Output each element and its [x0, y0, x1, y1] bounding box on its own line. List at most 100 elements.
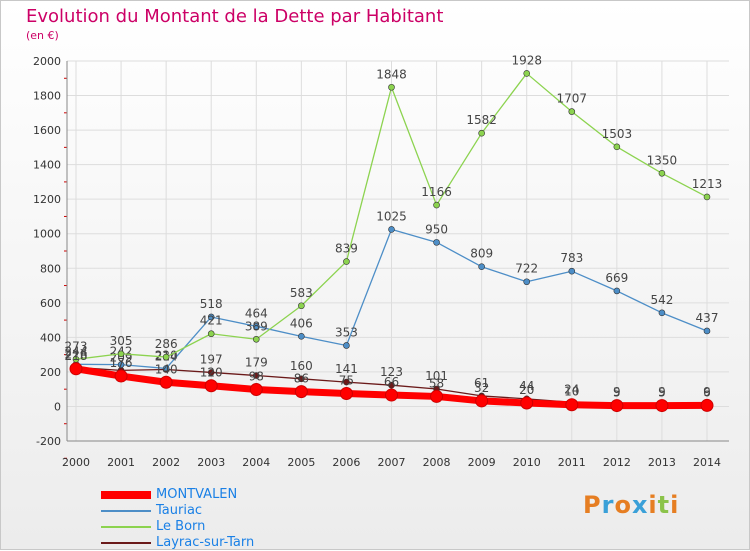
logo-letter: r — [601, 491, 615, 519]
data-point — [613, 287, 621, 295]
data-point — [252, 335, 260, 343]
data-label: 518 — [200, 297, 223, 311]
data-label: 9 — [658, 385, 666, 399]
data-point — [298, 333, 305, 340]
y-tick-label: 2000 — [33, 55, 61, 68]
data-label: 32 — [474, 381, 489, 395]
data-point — [475, 394, 489, 408]
data-point — [523, 70, 531, 77]
data-label: 809 — [470, 247, 493, 261]
data-point — [613, 143, 621, 151]
data-label: 1582 — [466, 113, 497, 127]
data-point — [568, 108, 576, 115]
data-label: 61 — [474, 376, 489, 390]
data-label: 86 — [294, 372, 309, 386]
data-label: 101 — [425, 369, 448, 383]
data-point — [700, 398, 714, 412]
unit-label: (en €) — [26, 29, 59, 42]
data-point — [433, 201, 440, 209]
data-label: 98 — [249, 370, 264, 384]
x-tick-label: 2000 — [62, 456, 90, 469]
data-point — [658, 309, 666, 317]
data-label: 75 — [339, 374, 354, 388]
data-label: 1025 — [376, 209, 407, 223]
x-tick-label: 2012 — [603, 456, 631, 469]
data-point — [388, 381, 395, 389]
data-label: 353 — [335, 325, 358, 339]
data-point — [117, 361, 125, 368]
data-label: 669 — [605, 271, 628, 285]
data-point — [565, 398, 579, 412]
data-label: 176 — [110, 356, 133, 370]
data-label: 305 — [110, 334, 133, 348]
data-label: 839 — [335, 242, 358, 256]
data-point — [655, 399, 669, 413]
data-point — [159, 375, 173, 389]
logo-letter: P — [583, 491, 602, 519]
logo-letter: i — [648, 491, 658, 519]
data-point — [433, 239, 440, 246]
x-tick-label: 2013 — [648, 456, 676, 469]
data-point — [204, 379, 218, 393]
data-label: 5 — [658, 386, 666, 400]
data-point — [114, 369, 128, 383]
logo-letter: i — [670, 491, 680, 519]
chart-title: Evolution du Montant de la Dette par Hab… — [26, 6, 444, 27]
data-point — [162, 365, 170, 372]
y-tick-label: 1000 — [33, 228, 61, 241]
data-label: 141 — [335, 362, 358, 376]
data-label: 24 — [564, 382, 579, 396]
x-tick-label: 2001 — [107, 456, 135, 469]
data-label: 5 — [613, 386, 621, 400]
data-label: 286 — [155, 337, 178, 351]
logo-letter: x — [631, 491, 649, 519]
x-tick-label: 2014 — [693, 456, 721, 469]
data-point — [207, 313, 215, 321]
x-tick-label: 2002 — [152, 456, 180, 469]
data-label: 783 — [560, 251, 583, 265]
data-label: 244 — [65, 344, 88, 358]
data-label: 542 — [650, 293, 673, 307]
legend-label: MONTVALEN — [156, 487, 238, 502]
legend-swatch — [101, 542, 151, 544]
data-point — [478, 129, 485, 137]
data-point — [430, 389, 444, 403]
data-label: 179 — [245, 356, 268, 370]
data-point — [207, 330, 215, 338]
data-label: 123 — [380, 365, 403, 379]
data-label: 120 — [200, 366, 223, 380]
data-point — [703, 327, 711, 335]
data-point — [523, 278, 531, 286]
data-point — [294, 385, 308, 399]
y-tick-label: -200 — [36, 435, 61, 448]
data-label: 950 — [425, 222, 448, 236]
logo-letter: o — [614, 491, 632, 519]
y-tick-label: 0 — [54, 400, 61, 413]
data-label: 226 — [65, 347, 88, 361]
legend-swatch — [101, 510, 151, 512]
data-point — [343, 342, 350, 349]
data-point — [249, 383, 263, 397]
y-tick-label: 400 — [40, 331, 61, 344]
data-point — [658, 169, 666, 177]
data-point — [207, 369, 215, 376]
legend-label: Layrac-sur-Tarn — [156, 535, 255, 550]
x-tick-label: 2006 — [332, 456, 360, 469]
data-point — [568, 267, 576, 275]
data-label: 464 — [245, 306, 268, 320]
data-point — [298, 375, 305, 383]
data-label: 389 — [245, 319, 268, 333]
data-point — [252, 323, 260, 330]
data-label: 20 — [519, 383, 534, 397]
data-point — [343, 258, 350, 265]
data-label: 140 — [155, 362, 178, 376]
y-tick-label: 200 — [40, 366, 61, 379]
y-tick-label: 1400 — [33, 159, 61, 172]
data-point — [69, 362, 83, 376]
data-point — [298, 302, 305, 310]
y-tick-label: 800 — [40, 262, 61, 275]
data-label: 44 — [519, 379, 534, 393]
data-label: 9 — [613, 385, 621, 399]
